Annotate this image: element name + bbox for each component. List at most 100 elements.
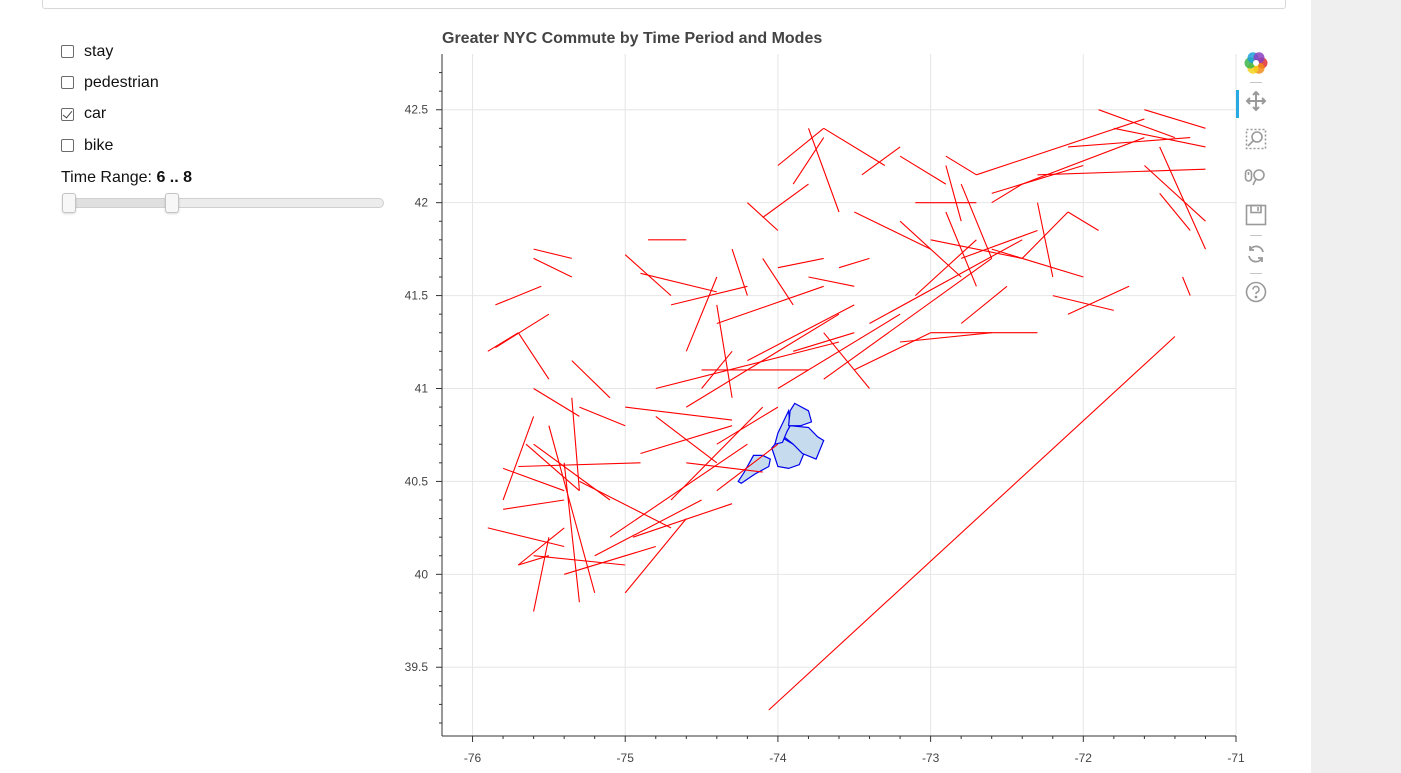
commute-segment <box>731 248 748 296</box>
save-icon <box>1245 204 1267 231</box>
commute-segment <box>1021 211 1069 259</box>
save-tool[interactable] <box>1238 202 1274 232</box>
commute-segment <box>1159 193 1191 231</box>
commute-segment <box>686 313 840 408</box>
commute-segment <box>960 183 993 259</box>
commute-segment <box>991 164 1084 194</box>
bike-checkbox[interactable] <box>61 139 74 153</box>
commute-segment <box>1036 202 1054 278</box>
commute-segment <box>518 555 550 566</box>
y-tick-label: 40.5 <box>405 474 429 488</box>
commute-segment <box>564 545 656 575</box>
time-range-label: Time Range: 6 .. 8 <box>61 169 193 186</box>
commute-segment <box>655 341 840 390</box>
time-range-start-handle[interactable] <box>62 193 76 213</box>
commute-segment <box>686 462 763 473</box>
bokeh-logo-tool <box>1238 50 1274 80</box>
help-tool[interactable] <box>1238 279 1274 309</box>
commute-segment <box>777 127 825 166</box>
commute-segment <box>768 336 1176 711</box>
commute-segment <box>861 146 901 176</box>
commute-segment <box>930 239 1023 259</box>
box-zoom-icon <box>1245 128 1267 155</box>
time-range-end-handle[interactable] <box>164 193 179 213</box>
commute-segment <box>533 537 550 612</box>
commute-segment <box>571 397 580 491</box>
commute-segment <box>502 467 565 492</box>
y-tick-label: 42 <box>415 196 429 210</box>
commute-segment <box>777 313 901 389</box>
stay-checkbox-label: stay <box>84 42 114 60</box>
pedestrian-checkbox[interactable] <box>61 76 74 90</box>
filter-stay[interactable]: stay <box>61 36 159 67</box>
y-tick-label: 42.5 <box>405 103 429 117</box>
y-tick-label: 41 <box>415 381 429 395</box>
mode-filter-group: stay pedestrian car bike <box>61 36 159 161</box>
commute-segment <box>869 239 1023 324</box>
commute-segment <box>548 425 596 594</box>
filter-car[interactable]: car <box>61 99 159 130</box>
commute-segment <box>762 258 794 306</box>
commute-segment <box>525 443 580 492</box>
pan-tool[interactable] <box>1236 88 1274 118</box>
commute-segment <box>716 406 779 445</box>
commute-segment <box>960 285 1008 324</box>
commute-segment <box>1037 168 1206 176</box>
filter-bike[interactable]: bike <box>61 130 159 161</box>
commute-segment <box>495 285 542 306</box>
commute-segment <box>823 127 886 166</box>
commute-segment <box>625 406 733 421</box>
plot-grid <box>442 54 1237 736</box>
commute-segment <box>945 165 962 222</box>
commute-segment <box>823 257 993 380</box>
toolbar-separator <box>1250 273 1262 274</box>
commute-segment <box>716 285 824 325</box>
commute-segment <box>701 350 733 389</box>
y-tick-label: 39.5 <box>405 660 429 674</box>
commute-segment <box>823 332 870 389</box>
commute-segment <box>899 155 947 185</box>
commute-segments <box>487 109 1207 711</box>
box-zoom-tool[interactable] <box>1238 126 1274 156</box>
commute-segment <box>991 248 1084 278</box>
plot-axes: -76 -75 -74 -73 -72 -71 39.5 40 40.5 41 41.5 42 42.5 <box>405 54 1245 765</box>
page-scroll-gutter <box>1311 0 1401 773</box>
commute-segment <box>1067 211 1099 231</box>
bike-checkbox-label: bike <box>84 136 114 154</box>
time-range-slider-fill <box>70 199 173 207</box>
commute-segment <box>579 406 626 427</box>
commute-segment <box>517 332 550 380</box>
commute-segment <box>747 202 779 231</box>
commute-segment <box>716 304 733 398</box>
reset-tool[interactable] <box>1238 241 1274 271</box>
commute-segment <box>571 360 611 399</box>
stay-checkbox[interactable] <box>61 45 74 59</box>
top-panel-edge <box>42 0 1286 9</box>
x-tick-label: -71 <box>1227 751 1245 765</box>
commute-segment <box>838 257 870 269</box>
commute-segment <box>961 229 1038 259</box>
commute-segment <box>792 137 825 185</box>
borough-shape <box>737 454 771 485</box>
commute-segment <box>655 415 718 464</box>
commute-segment <box>685 276 718 352</box>
wheel-zoom-tool[interactable] <box>1238 164 1274 194</box>
commute-segment <box>1144 165 1206 222</box>
commute-segment <box>899 220 962 278</box>
commute-segment <box>624 518 687 594</box>
commute-segment <box>747 304 855 362</box>
bokeh-logo-icon <box>1243 50 1269 81</box>
car-checkbox-label: car <box>84 105 107 123</box>
commute-segment <box>518 462 641 468</box>
commute-segment <box>945 155 977 176</box>
reset-icon <box>1245 243 1267 270</box>
x-tick-label: -76 <box>464 751 482 765</box>
commute-segment <box>517 527 565 566</box>
commute-segment <box>609 443 748 538</box>
help-icon <box>1245 281 1267 308</box>
commute-segment <box>762 183 809 218</box>
filter-pedestrian[interactable]: pedestrian <box>61 67 159 98</box>
car-checkbox[interactable] <box>61 107 74 121</box>
commute-segment <box>533 257 573 278</box>
